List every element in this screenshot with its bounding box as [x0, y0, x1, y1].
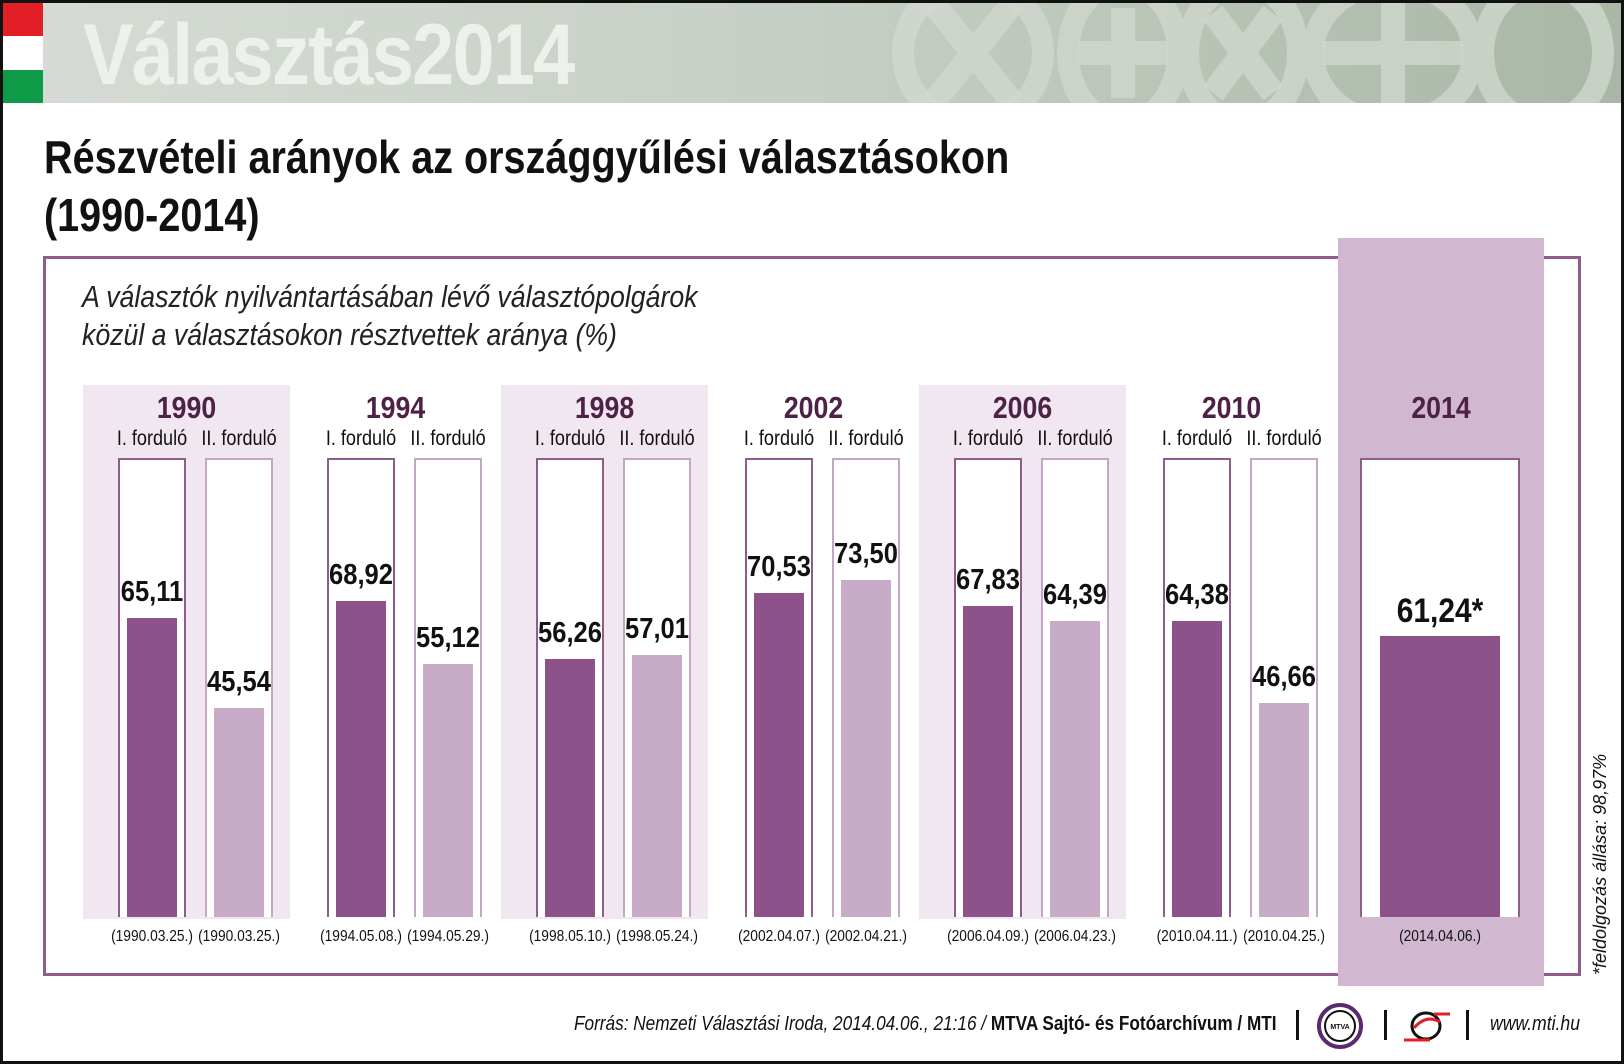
date-label: (1994.05.08.) [320, 928, 402, 945]
data-label: 70,53 [747, 551, 811, 584]
bar-1998-1 [545, 658, 595, 917]
bar-2002-2 [841, 579, 891, 917]
data-label: 73,50 [834, 537, 898, 570]
round-label: II. forduló [619, 427, 695, 450]
footer-separator [1296, 1010, 1299, 1040]
chart-subtitle: A választók nyilvántartásában lévő válas… [82, 278, 698, 354]
ballot-decoration-icon [892, 3, 1614, 103]
chart-frame [43, 256, 1581, 976]
footer-separator [1384, 1010, 1387, 1040]
flag-green-stripe [3, 69, 43, 104]
mtva-logo-text: MTVA [1330, 1024, 1349, 1031]
round-label: II. forduló [828, 427, 904, 450]
date-label: (2002.04.07.) [738, 928, 820, 945]
round-label: II. forduló [410, 427, 486, 450]
bar-2006-2 [1050, 621, 1100, 917]
date-label: (2006.04.23.) [1034, 928, 1116, 945]
hungarian-flag-icon [3, 3, 43, 104]
source-bold: MTVA Sajtó- és Fotóarchívum / MTI [990, 1013, 1277, 1035]
round-label: II. forduló [201, 427, 277, 450]
data-label: 46,66 [1252, 660, 1316, 693]
source-italic: Forrás: Nemzeti Választási Iroda, 2014.0… [574, 1013, 991, 1035]
bar-1998-2 [632, 655, 682, 917]
year-label-1994: 1994 [365, 390, 426, 425]
bar-2010-2 [1259, 702, 1309, 917]
round-label: II. forduló [1246, 427, 1322, 450]
title-line-2: (1990-2014) [44, 189, 260, 241]
bar-1990-1 [127, 618, 177, 917]
bar-2006-1 [963, 605, 1013, 917]
data-label: 61,24* [1396, 591, 1484, 630]
date-label: (2002.04.21.) [825, 928, 907, 945]
data-label: 56,26 [538, 616, 602, 649]
footnote: *feldolgozás állása: 98,97% [1590, 753, 1610, 975]
flag-white-stripe [3, 36, 43, 70]
date-label: (1994.05.29.) [407, 928, 489, 945]
bar-2014-1 [1380, 635, 1500, 917]
round-label: II. forduló [1037, 427, 1113, 450]
bar-2002-1 [754, 593, 804, 917]
bar-1990-2 [214, 707, 264, 917]
data-label: 57,01 [625, 613, 689, 646]
mti-logo-icon [1404, 1011, 1450, 1042]
data-label: 67,83 [956, 563, 1020, 596]
mtva-logo-icon: MTVA [1317, 1003, 1363, 1049]
data-label: 65,11 [120, 576, 184, 609]
subtitle-line-1: A választók nyilvántartásában lévő válas… [82, 279, 698, 314]
title-line-1: Részvételi arányok az országgyűlési vála… [44, 131, 1010, 183]
data-label: 68,92 [329, 558, 393, 591]
year-label-2010: 2010 [1201, 390, 1262, 425]
footer-separator [1466, 1010, 1469, 1040]
round-label: I. forduló [952, 427, 1024, 450]
banner: Választás2014 [3, 3, 1621, 103]
year-label-2014: 2014 [1411, 390, 1471, 425]
website-link[interactable]: www.mti.hu [1490, 1013, 1580, 1035]
data-label: 64,39 [1043, 579, 1107, 612]
data-label: 45,54 [207, 665, 271, 698]
banner-title: Választás2014 [83, 7, 575, 103]
subtitle-line-2: közül a választásokon résztvettek aránya… [82, 317, 617, 352]
page-title: Részvételi arányok az országgyűlési vála… [44, 128, 1009, 244]
date-label: (2010.04.25.) [1243, 928, 1325, 945]
date-label: (2014.04.06.) [1399, 928, 1481, 945]
source-text: Forrás: Nemzeti Választási Iroda, 2014.0… [574, 1013, 1277, 1036]
round-label: I. forduló [1161, 427, 1233, 450]
flag-red-stripe [3, 3, 43, 37]
year-label-1998: 1998 [574, 390, 635, 425]
round-label: I. forduló [743, 427, 815, 450]
year-label-2002: 2002 [783, 390, 844, 425]
date-label: (1990.03.25.) [111, 928, 193, 945]
date-label: (1990.03.25.) [198, 928, 280, 945]
date-label: (2006.04.09.) [947, 928, 1029, 945]
year-label-1990: 1990 [156, 390, 217, 425]
round-label: I. forduló [325, 427, 397, 450]
date-label: (1998.05.10.) [529, 928, 611, 945]
round-label: I. forduló [116, 427, 188, 450]
date-label: (2010.04.11.) [1156, 928, 1238, 945]
year-label-2006: 2006 [992, 390, 1053, 425]
bar-1994-2 [423, 663, 473, 917]
bar-1994-1 [336, 600, 386, 917]
data-label: 64,38 [1165, 579, 1229, 612]
round-label: I. forduló [534, 427, 606, 450]
data-label: 55,12 [416, 621, 480, 654]
bar-2010-1 [1172, 621, 1222, 917]
date-label: (1998.05.24.) [616, 928, 698, 945]
